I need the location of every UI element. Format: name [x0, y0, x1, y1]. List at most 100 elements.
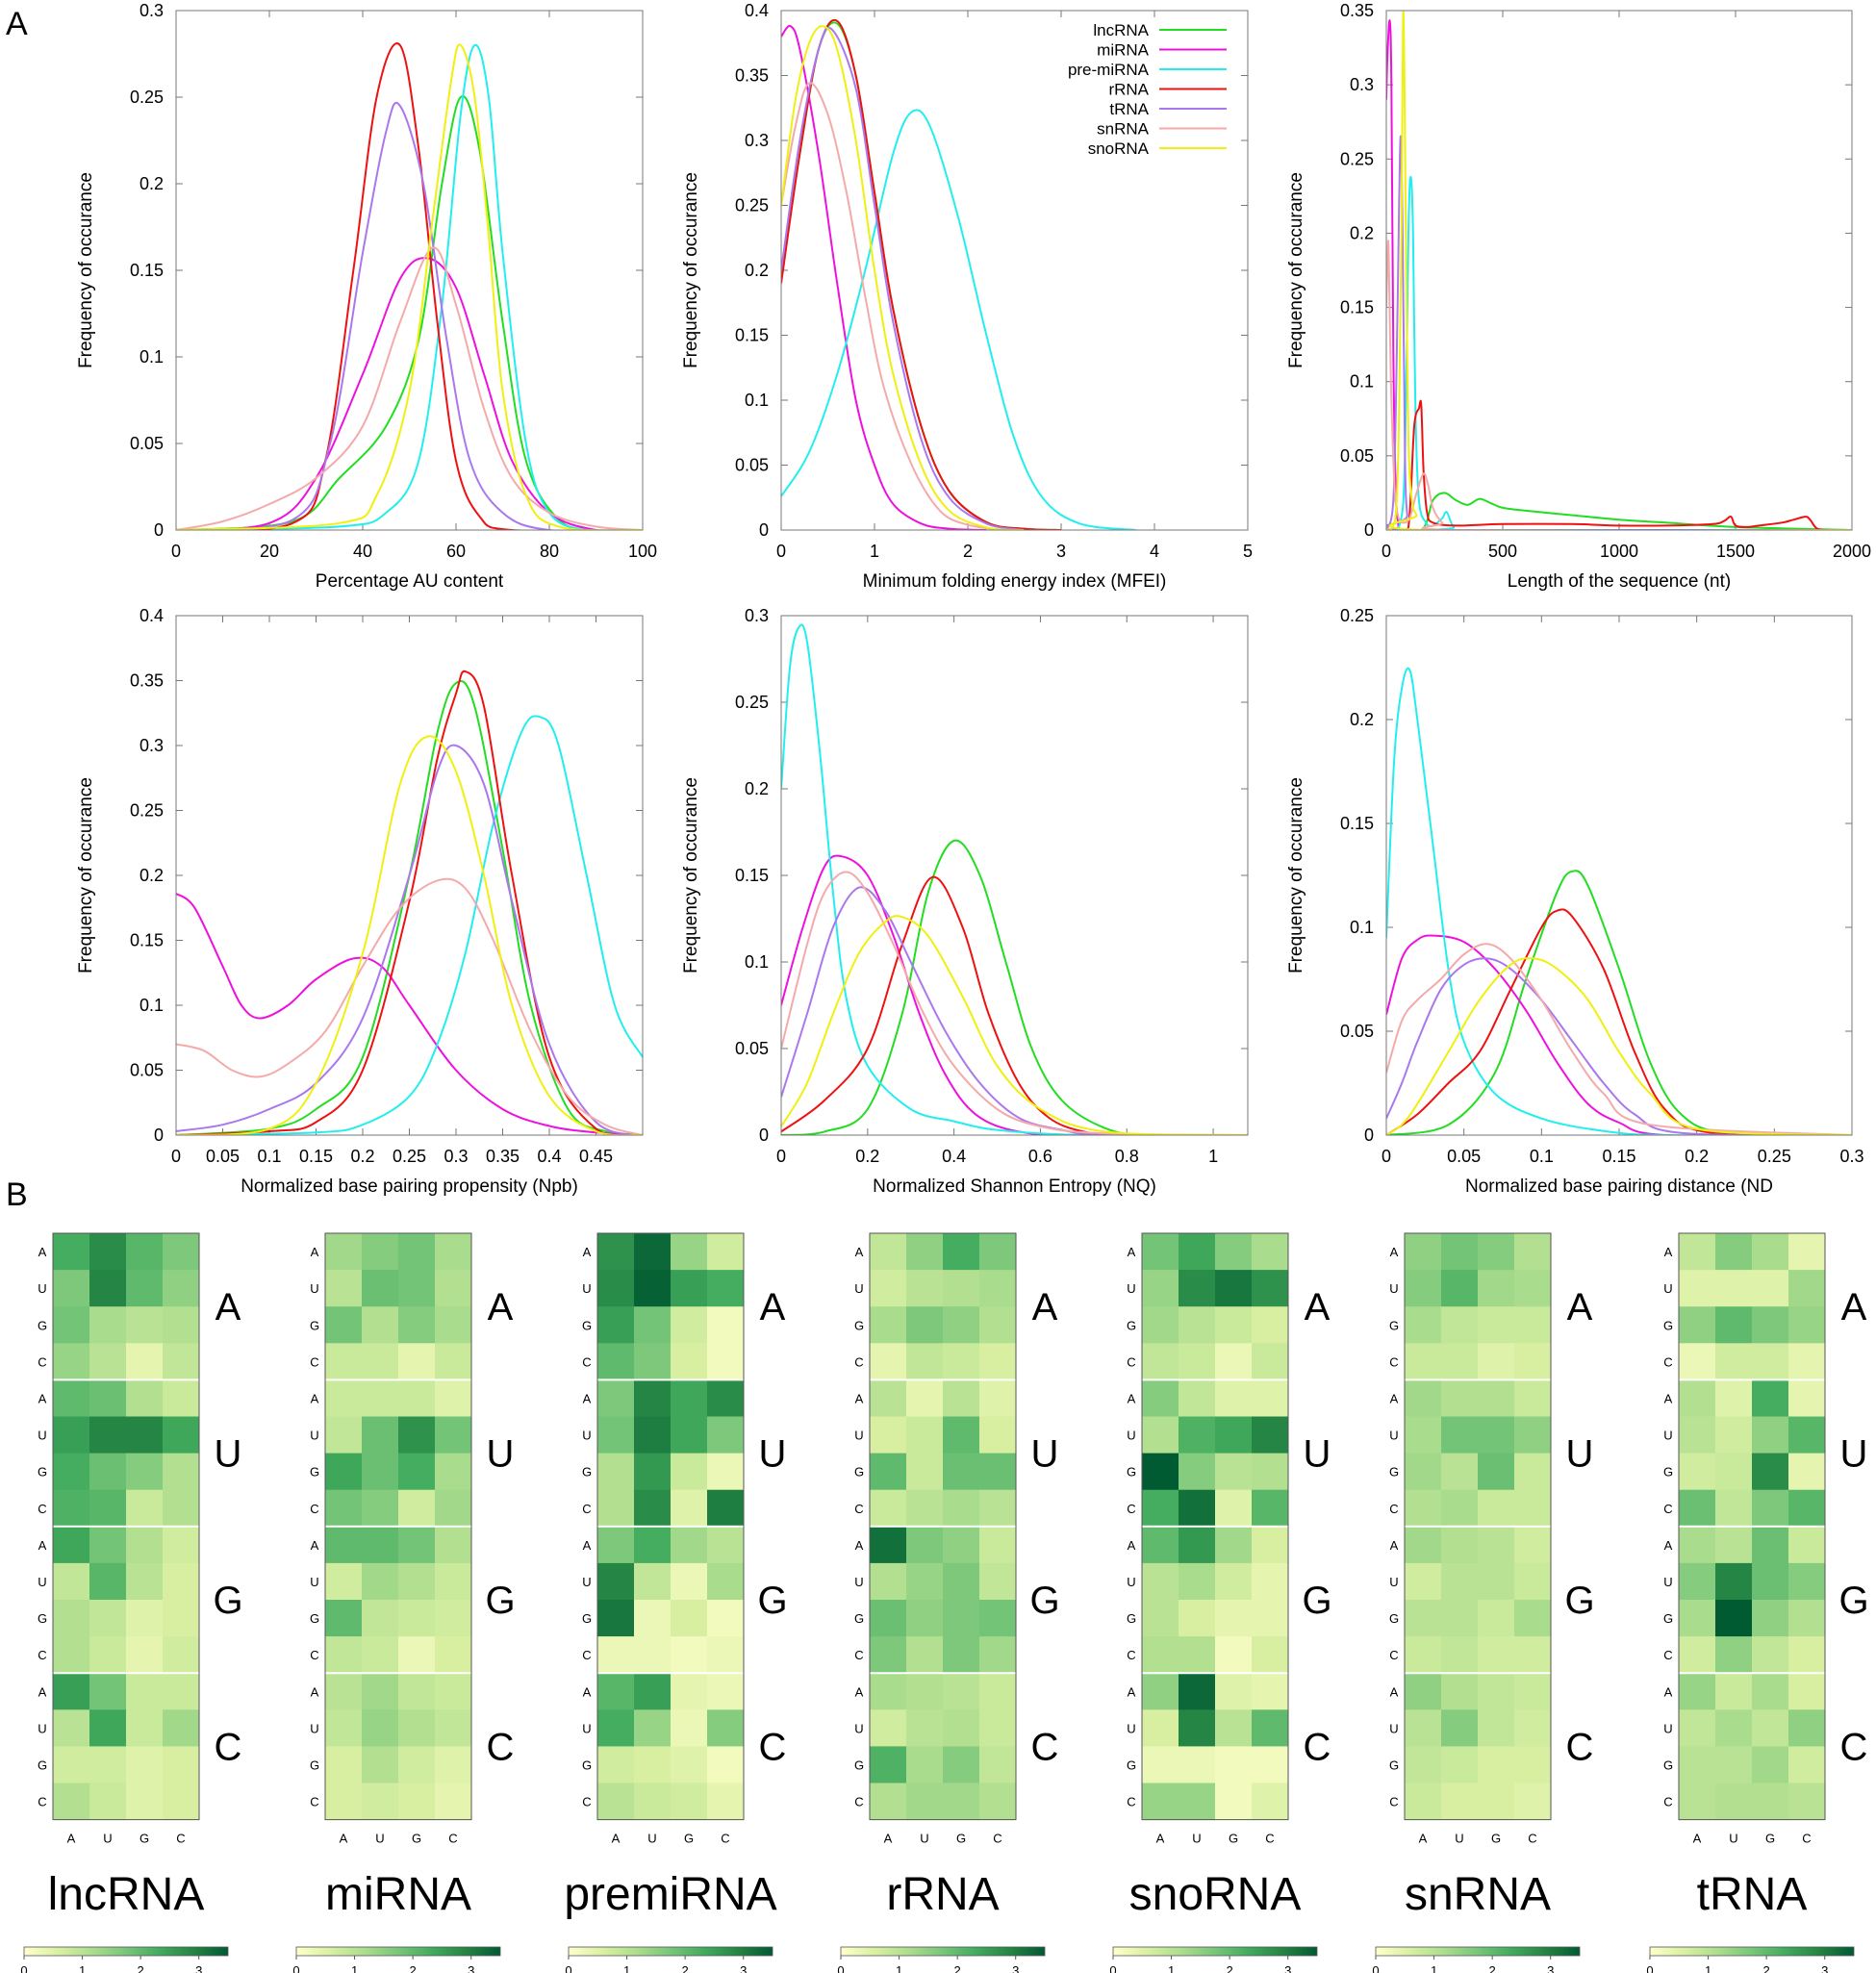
heatmap-cell [163, 1379, 200, 1417]
heatmap-cell [435, 1746, 472, 1783]
row-label: U [1663, 1575, 1672, 1589]
x-tick-label: 1500 [1716, 542, 1755, 561]
heatmap-cell [943, 1343, 980, 1380]
row-label: G [1663, 1758, 1673, 1772]
heatmap-cell [1441, 1709, 1479, 1747]
row-label: A [311, 1538, 319, 1553]
colorbar-gradient [295, 1946, 501, 1957]
x-tick-label: 0 [776, 542, 786, 561]
heatmap-cell [1752, 1270, 1789, 1307]
heatmap-cell [597, 1709, 635, 1747]
row-label: A [855, 1391, 864, 1405]
heatmap-cell [1478, 1526, 1515, 1564]
col-label: C [1528, 1832, 1536, 1846]
col-label: A [67, 1832, 76, 1846]
y-tick-label: 0.2 [139, 174, 164, 193]
heatmap-cell [163, 1526, 200, 1564]
heatmap-cell [53, 1600, 90, 1637]
y-tick-label: 0.05 [735, 456, 769, 475]
y-tick-label: 0.2 [745, 261, 769, 280]
heatmap-cell [671, 1709, 708, 1747]
group-label: G [757, 1580, 787, 1622]
row-label: G [1127, 1318, 1136, 1332]
group-label: G [1029, 1580, 1059, 1622]
y-tick-label: 0.3 [745, 131, 769, 150]
heatmap-cell [1215, 1453, 1253, 1491]
x-tick-label: 100 [628, 542, 657, 561]
row-label: A [38, 1245, 47, 1259]
heatmap-cell [398, 1453, 436, 1491]
heatmap-cell [597, 1416, 635, 1454]
heatmap-cell [1715, 1270, 1753, 1307]
y-tick-label: 0.4 [745, 1, 769, 20]
y-tick-label: 0.05 [1340, 1022, 1374, 1041]
heatmap-cell [1752, 1306, 1789, 1344]
row-label: G [1389, 1758, 1399, 1772]
series-line-pre-mirna [1386, 175, 1852, 530]
colorbar-mirna: 0 1 2 3 [292, 1946, 501, 1973]
heatmap-cell [1142, 1270, 1179, 1307]
heatmap-cell [1679, 1562, 1716, 1601]
heatmap-cell [1679, 1453, 1716, 1491]
row-label: G [854, 1758, 864, 1772]
row-label: G [582, 1318, 592, 1332]
col-label: U [1192, 1832, 1201, 1846]
heatmap-cell [1715, 1453, 1753, 1491]
heatmap-cell [634, 1489, 672, 1528]
heatmap-cell [1179, 1783, 1216, 1821]
panel-label-a: A [6, 6, 28, 42]
row-label: C [1389, 1502, 1398, 1516]
heatmap-cell [1514, 1783, 1552, 1821]
heatmap-cell [597, 1526, 635, 1564]
heatmap-cell [435, 1526, 472, 1564]
heatmap-cell [163, 1600, 200, 1637]
heatmap-cell [870, 1783, 907, 1821]
colorbar-tick-label: 1 [79, 1963, 86, 1973]
group-label: C [215, 1726, 242, 1768]
row-label: C [1663, 1648, 1672, 1662]
heatmap-cell [1441, 1343, 1479, 1380]
heatmap-cell [325, 1562, 363, 1601]
y-tick-label: 0.25 [1340, 149, 1374, 168]
heatmap-cell [671, 1636, 708, 1674]
heatmap-cell [435, 1783, 472, 1821]
heatmap-cell [325, 1673, 363, 1710]
row-label: C [582, 1795, 591, 1809]
heatmap-cell [906, 1600, 944, 1637]
heatmap-cell [435, 1600, 472, 1637]
heatmap-cell [1478, 1562, 1515, 1601]
colorbar-gradient [1375, 1946, 1581, 1957]
heatmap-cell [906, 1453, 944, 1491]
heatmap-cell [1715, 1306, 1753, 1344]
heatmap-cell [1514, 1673, 1552, 1710]
series-line-rrna [1386, 399, 1852, 530]
heatmap-cell [435, 1416, 472, 1454]
heatmap-cell [1679, 1746, 1716, 1783]
x-tick-label: 0.25 [1758, 1147, 1791, 1166]
row-label: A [1128, 1391, 1136, 1405]
series-line-trna [1386, 135, 1852, 530]
heatmap-cell [325, 1526, 363, 1564]
row-label: C [582, 1354, 591, 1369]
group-label: G [1564, 1580, 1594, 1622]
heatmap-cell [906, 1526, 944, 1564]
heatmap-cell [362, 1600, 399, 1637]
heatmap-cell [943, 1673, 980, 1710]
row-label: A [1664, 1391, 1673, 1405]
row-label: U [1389, 1721, 1398, 1735]
row-label: G [310, 1758, 319, 1772]
group-label: A [760, 1286, 786, 1328]
row-label: G [38, 1611, 47, 1626]
x-tick-label: 0.35 [486, 1147, 520, 1166]
heatmap-cell [1405, 1233, 1442, 1271]
y-tick-label: 0.05 [735, 1039, 769, 1058]
y-tick-label: 0.2 [1350, 223, 1374, 242]
heatmap-cell [126, 1453, 164, 1491]
heatmap-cell [126, 1343, 164, 1380]
row-label: C [854, 1795, 863, 1809]
heatmap-cell [1514, 1636, 1552, 1674]
heatmap-cell [1514, 1453, 1552, 1491]
heatmap-cell [597, 1379, 635, 1417]
row-label: U [1127, 1575, 1135, 1589]
